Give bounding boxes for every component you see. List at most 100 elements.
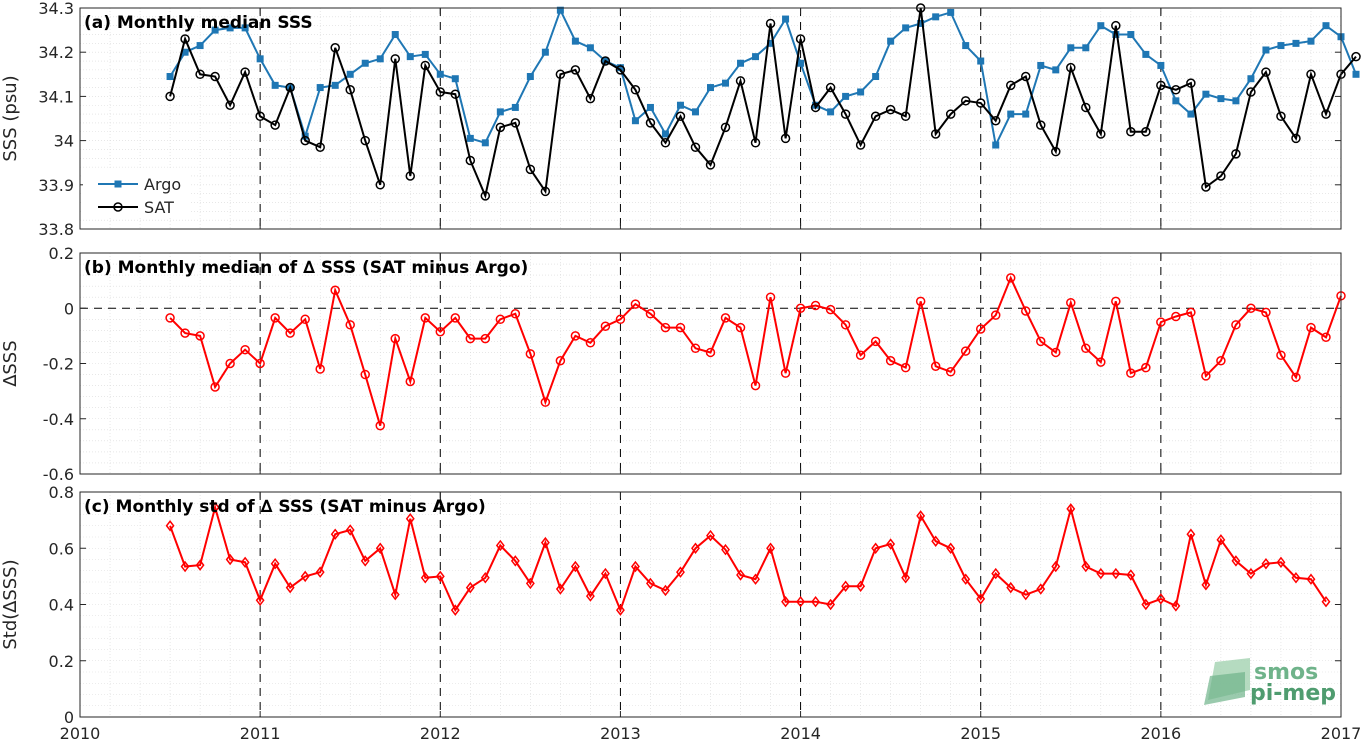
data-point bbox=[165, 313, 175, 323]
y-tick-label: 0.2 bbox=[49, 652, 74, 671]
data-point bbox=[1156, 80, 1166, 91]
data-point bbox=[346, 70, 354, 78]
data-point bbox=[585, 93, 596, 104]
data-point bbox=[1141, 127, 1151, 137]
x-tick-label: 2017 bbox=[1321, 724, 1362, 743]
data-point bbox=[1291, 372, 1301, 383]
data-point bbox=[976, 593, 986, 605]
data-point bbox=[1321, 595, 1331, 608]
data-point bbox=[375, 180, 385, 190]
data-point bbox=[1246, 303, 1256, 313]
data-point bbox=[797, 59, 805, 67]
data-point bbox=[540, 397, 551, 407]
data-point bbox=[465, 581, 475, 594]
data-point bbox=[1022, 110, 1030, 118]
data-point bbox=[1217, 95, 1225, 103]
data-point bbox=[405, 171, 416, 181]
data-point bbox=[825, 304, 836, 315]
panel-b-frame bbox=[79, 252, 1342, 475]
data-point bbox=[1037, 61, 1045, 69]
data-point bbox=[1321, 332, 1331, 343]
data-point bbox=[1276, 111, 1286, 122]
data-point bbox=[1307, 37, 1315, 45]
data-point bbox=[480, 572, 490, 584]
data-point bbox=[585, 590, 595, 602]
data-point bbox=[541, 48, 549, 56]
y-tick-label: -0.4 bbox=[43, 410, 74, 429]
data-point bbox=[180, 328, 190, 338]
data-point bbox=[390, 588, 400, 601]
data-point bbox=[210, 382, 220, 392]
series-line bbox=[169, 275, 1342, 426]
data-point bbox=[1201, 182, 1211, 192]
data-point bbox=[210, 71, 220, 82]
data-point bbox=[435, 326, 446, 337]
panel-c-title: (c) Monthly std of ∆ SSS (SAT minus Argo… bbox=[84, 497, 486, 517]
data-point bbox=[1231, 555, 1241, 567]
data-point bbox=[1051, 347, 1061, 358]
data-point bbox=[1291, 133, 1301, 144]
smos-pi-mep-logo: smos pi-mep bbox=[1204, 658, 1336, 706]
data-point bbox=[810, 102, 821, 113]
data-point bbox=[495, 122, 506, 133]
data-point bbox=[1201, 579, 1211, 591]
data-point bbox=[962, 42, 970, 50]
data-point bbox=[330, 285, 340, 296]
data-point bbox=[781, 595, 791, 608]
data-point bbox=[285, 328, 295, 338]
data-point bbox=[1186, 528, 1196, 540]
data-point bbox=[1171, 85, 1181, 95]
data-point bbox=[1111, 296, 1121, 307]
data-point bbox=[1216, 171, 1226, 181]
data-point bbox=[990, 115, 1001, 126]
data-point bbox=[285, 581, 295, 594]
data-point bbox=[780, 133, 791, 144]
data-point bbox=[1005, 273, 1016, 283]
data-point bbox=[525, 164, 536, 175]
data-point bbox=[690, 142, 701, 152]
y-tick-label: 34.2 bbox=[38, 43, 74, 62]
data-point bbox=[975, 324, 986, 334]
data-point bbox=[750, 380, 761, 391]
data-point bbox=[420, 313, 431, 323]
data-point bbox=[1156, 317, 1166, 327]
data-point bbox=[675, 322, 686, 333]
data-point bbox=[1186, 307, 1196, 318]
data-point bbox=[766, 542, 775, 554]
data-point bbox=[1142, 50, 1150, 58]
data-point bbox=[661, 584, 670, 597]
data-point bbox=[1201, 371, 1211, 381]
data-point bbox=[796, 595, 806, 608]
data-point bbox=[721, 543, 730, 556]
data-point bbox=[736, 569, 745, 581]
data-point bbox=[1096, 129, 1106, 139]
data-point bbox=[1156, 593, 1166, 605]
data-point bbox=[511, 103, 519, 111]
data-point bbox=[1126, 127, 1136, 137]
data-point bbox=[1172, 97, 1180, 105]
y-tick-label: 0.2 bbox=[49, 244, 74, 263]
panel-a-series bbox=[165, 3, 1361, 201]
data-point bbox=[630, 85, 641, 95]
data-point bbox=[270, 120, 280, 130]
data-point bbox=[360, 135, 370, 146]
data-point bbox=[165, 91, 175, 102]
data-point bbox=[525, 349, 536, 359]
data-point bbox=[887, 37, 895, 45]
y-tick-label: 33.8 bbox=[38, 220, 74, 239]
data-point bbox=[1021, 588, 1031, 601]
data-point bbox=[315, 364, 325, 374]
panel-b-grid bbox=[80, 252, 1341, 475]
data-point bbox=[1306, 69, 1316, 80]
data-point bbox=[1232, 97, 1240, 105]
data-point bbox=[885, 104, 896, 115]
data-point bbox=[1096, 357, 1106, 367]
panel-a-title: (a) Monthly median SSS bbox=[84, 13, 313, 33]
data-point bbox=[526, 73, 534, 81]
data-point bbox=[406, 53, 414, 61]
data-point bbox=[225, 553, 235, 566]
data-point bbox=[421, 50, 429, 58]
data-point bbox=[675, 111, 686, 122]
data-point bbox=[435, 87, 446, 97]
data-point bbox=[630, 560, 640, 573]
